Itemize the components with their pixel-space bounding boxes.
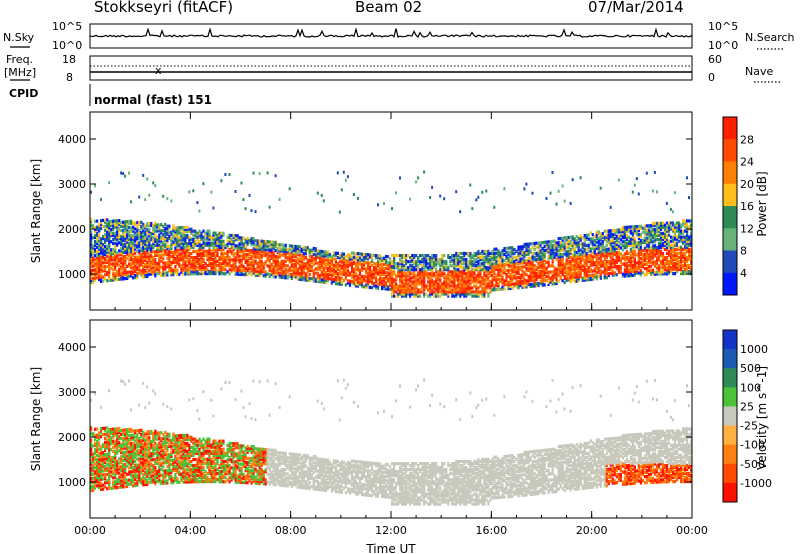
colorbar-tick-label: -500: [740, 458, 765, 471]
colorbar-swatch: [723, 183, 737, 207]
station-title: Stokkseyri (fitACF): [94, 0, 234, 16]
x-tick-label: 20:00: [576, 524, 608, 537]
power-colorbar-label: Power [dB]: [755, 171, 769, 236]
power-colorbar: 28 24 20 16 12 8 4: [722, 116, 754, 296]
velocity-panel: 1000 2000 3000 4000 00:00 04:00 08:00 12:00 16:…: [29, 319, 772, 554]
colorbar-tick-label: 20: [740, 178, 754, 191]
velocity-heatmap: [90, 378, 692, 506]
colorbar-swatch: [723, 482, 737, 503]
y-tick-label: 2000: [58, 431, 86, 444]
x-tick-label: 00:00: [676, 524, 708, 537]
colorbar-swatch: [723, 161, 737, 185]
colorbar-swatch: [723, 444, 737, 465]
power-panel: 1000 2000 3000 4000 Slant Range [km] 28 24 20…: [29, 111, 769, 311]
y-tick-label: 2000: [58, 223, 86, 236]
colorbar-tick-label: -25: [740, 420, 758, 433]
freq-tick-bottom: 8: [66, 71, 73, 84]
velocity-ylabel: Slant Range [km]: [29, 367, 43, 471]
x-tick-label: 12:00: [375, 524, 407, 537]
colorbar-swatch: [723, 272, 737, 296]
noise-tick-left-top: 10^5: [52, 20, 82, 33]
time-axis-label: Time UT: [365, 542, 416, 554]
freq-tick-top: 18: [62, 53, 76, 66]
date-title: 07/Mar/2014: [588, 0, 684, 16]
colorbar-tick-label: -100: [740, 439, 765, 452]
colorbar-tick-label: 16: [740, 200, 754, 213]
nsky-label: N.Sky: [3, 31, 35, 44]
cpid-value: normal (fast) 151: [94, 93, 212, 107]
y-tick-label: 4000: [58, 341, 86, 354]
noise-tick-right-bottom: 10^0: [708, 39, 738, 52]
noise-trace: [89, 27, 693, 38]
nave-tick-top: 60: [708, 53, 722, 66]
cpid-panel: CPID normal (fast) 151: [9, 84, 212, 107]
colorbar-tick-label: -1000: [740, 477, 772, 490]
noise-tick-right-top: 10^5: [708, 20, 738, 33]
freq-unit-label: [MHz]: [4, 66, 36, 79]
colorbar-frame: [722, 329, 738, 503]
colorbar-tick-label: 12: [740, 222, 754, 235]
power-heatmap: [90, 170, 692, 298]
y-tick-label: 4000: [58, 133, 86, 146]
y-tick-label: 3000: [58, 178, 86, 191]
colorbar-swatch: [723, 228, 737, 251]
noise-tick-left-bottom: 10^0: [52, 39, 82, 52]
colorbar-tick-label: 100: [740, 381, 761, 394]
colorbar-swatch: [723, 425, 737, 446]
colorbar-swatch: [723, 406, 737, 427]
velocity-colorbar-label: Velocity [m s^-1]: [755, 366, 769, 470]
colorbar-tick-label: 1000: [740, 343, 768, 356]
cpid-label: CPID: [9, 87, 38, 100]
beam-title: Beam 02: [355, 0, 423, 16]
x-tick-label: 08:00: [275, 524, 307, 537]
colorbar-swatch: [723, 349, 737, 369]
y-tick-label: 1000: [58, 268, 86, 281]
colorbar-swatch: [723, 139, 737, 162]
nave-label: Nave: [745, 65, 773, 78]
freq-spike-marker: x: [155, 64, 162, 77]
x-tick-label: 16:00: [475, 524, 507, 537]
colorbar-swatch: [723, 330, 737, 350]
colorbar-tick-label: 4: [740, 267, 747, 280]
nsearch-label: N.Search: [745, 31, 795, 44]
colorbar-frame: [722, 116, 738, 296]
colorbar-swatch: [723, 206, 737, 229]
x-tick-label: 04:00: [174, 524, 206, 537]
colorbar-swatch: [723, 368, 737, 388]
colorbar-swatch: [723, 250, 737, 274]
colorbar-tick-label: 24: [740, 156, 754, 169]
y-tick-label: 1000: [58, 476, 86, 489]
colorbar-swatch: [723, 117, 737, 140]
colorbar-swatch: [723, 463, 737, 484]
noise-panel: N.Sky 10^5 10^0 10^5 10^0 N.Search: [3, 20, 795, 52]
colorbar-tick-label: 500: [740, 362, 761, 375]
x-tick-label: 00:00: [74, 524, 106, 537]
y-tick-label: 3000: [58, 386, 86, 399]
freq-label: Freq.: [6, 53, 33, 66]
colorbar-tick-label: 28: [740, 133, 754, 146]
power-ylabel: Slant Range [km]: [29, 159, 43, 263]
colorbar-tick-label: 8: [740, 245, 747, 258]
freq-panel: x Freq. [MHz] 18 8 60 0 Nave: [4, 53, 780, 84]
colorbar-tick-label: 25: [740, 400, 754, 413]
velocity-colorbar: 1000 500 100 25 -25 -100 -500 -1000: [722, 329, 772, 503]
nave-tick-bottom: 0: [708, 71, 715, 84]
colorbar-swatch: [723, 387, 737, 407]
